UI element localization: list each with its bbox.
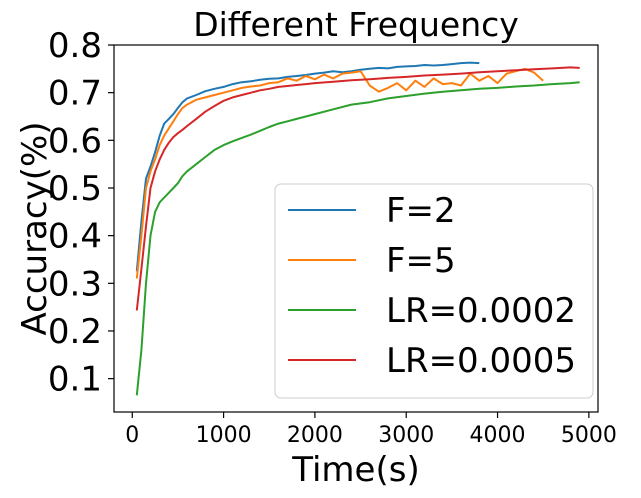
legend-label: F=5 (386, 241, 456, 281)
x-tick-label: 3000 (378, 423, 434, 448)
series-line-F=2 (135, 61, 480, 272)
x-tick-label: 0 (125, 423, 139, 448)
y-axis-label: Accuracy(%) (15, 121, 55, 335)
x-axis-label: Time(s) (291, 450, 419, 490)
x-tick-label: 1000 (196, 423, 252, 448)
x-tick-label: 5000 (561, 423, 617, 448)
legend-label: LR=0.0005 (386, 341, 576, 381)
y-tick-label: 0.6 (48, 121, 102, 161)
y-tick-label: 0.3 (48, 264, 102, 304)
series-line-F=5 (135, 67, 544, 279)
axes-frame (113, 44, 599, 413)
legend-label: F=2 (386, 191, 456, 231)
legend-label: LR=0.0002 (386, 291, 576, 331)
legend: F=2 F=5 LR=0.0002 LR=0.0005 (274, 183, 594, 399)
y-tick-label: 0.5 (48, 169, 102, 209)
legend-box (274, 183, 594, 399)
y-tick-label: 0.1 (48, 360, 102, 400)
y-tick-label: 0.4 (48, 217, 102, 257)
x-tick-label: 2000 (287, 423, 343, 448)
chart-title: Different Frequency (193, 5, 519, 44)
y-tick-label: 0.8 (48, 26, 102, 66)
y-tick-label: 0.7 (48, 74, 102, 114)
series-line-LR=0.0005 (135, 66, 580, 311)
series-line-LR=0.0002 (135, 81, 580, 396)
y-tick-label: 0.2 (48, 312, 102, 352)
x-tick-label: 4000 (470, 423, 526, 448)
